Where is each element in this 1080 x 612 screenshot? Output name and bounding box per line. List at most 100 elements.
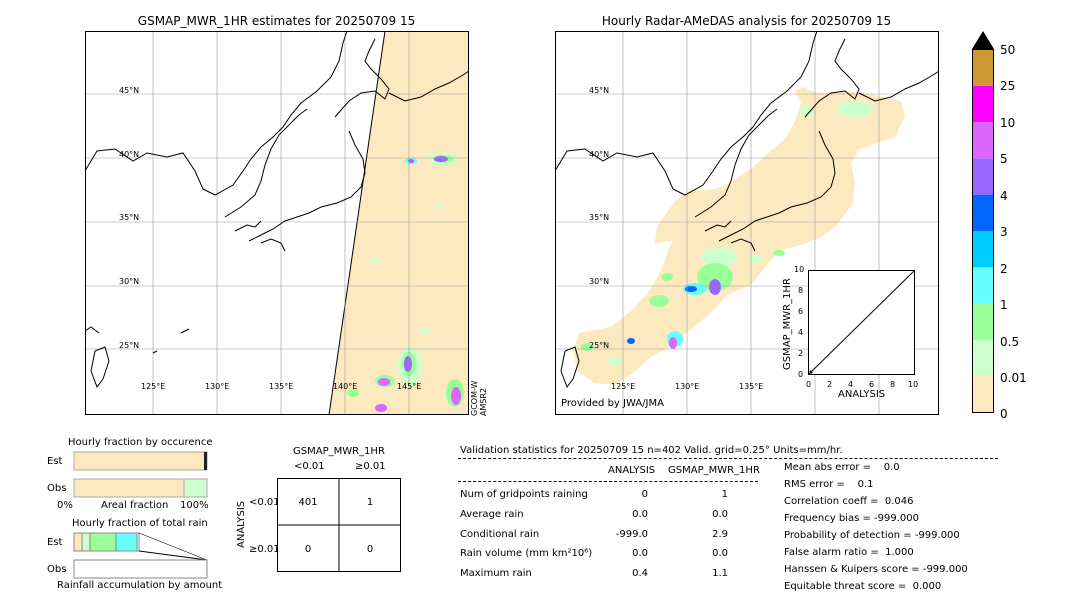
- validation-col-gsmap: GSMAP_MWR_1HR: [668, 465, 760, 476]
- total-rain-footer: Rainfall accumulation by amount: [57, 580, 223, 591]
- validation-col-analysis: ANALYSIS: [608, 465, 656, 476]
- colorbar-segment: [972, 303, 994, 340]
- left-lat-40: 40°N: [119, 150, 140, 159]
- scatter-ytick-10: 10: [794, 265, 805, 274]
- right-lat-40: 40°N: [589, 150, 610, 159]
- colorbar-segment: [972, 376, 994, 413]
- contingency-cell-11: 0: [366, 544, 374, 555]
- validation-row-analysis: -999.0: [615, 529, 648, 540]
- scatter-xtick-6: 6: [869, 380, 875, 389]
- total-rain-est-label: Est: [47, 537, 63, 548]
- right-lat-45: 45°N: [589, 86, 610, 95]
- validation-row-gsmap: 1: [721, 489, 728, 500]
- colorbar-segment: [972, 158, 994, 195]
- colorbar-segment: [972, 122, 994, 159]
- right-lat-30: 30°N: [589, 277, 610, 286]
- validation-title: Validation statistics for 20250709 15 n=…: [460, 445, 843, 456]
- colorbar-segment: [972, 49, 994, 86]
- scatter-xtick-8: 8: [890, 380, 896, 389]
- right-lat-35: 35°N: [589, 213, 610, 222]
- contingency-grid: [277, 478, 401, 572]
- score-hanssen-kuipers: Hanssen & Kuipers score = -999.000: [784, 564, 968, 575]
- colorbar-segment: [972, 85, 994, 123]
- total-rain-title: Hourly fraction of total rain: [72, 518, 208, 529]
- precip-blobs: [347, 153, 464, 412]
- left-lon-135: 135°E: [269, 382, 294, 391]
- contingency-title: GSMAP_MWR_1HR: [293, 446, 385, 457]
- colorbar-segment: [972, 267, 994, 304]
- occurrence-axis-left: 0%: [57, 500, 73, 511]
- contingency-col-lt: <0.01: [294, 461, 325, 472]
- contingency-col-ge: ≥0.01: [355, 461, 386, 472]
- cb-label-2: 2: [1000, 262, 1008, 276]
- contingency-cell-10: 0: [304, 544, 312, 555]
- cb-label-10: 10: [1000, 116, 1016, 130]
- scatter-ylabel: GSMAP_MWR_1HR: [782, 278, 793, 370]
- scatter-ytick-8: 8: [798, 286, 804, 295]
- left-lat-25: 25°N: [119, 341, 140, 350]
- scatter-xtick-4: 4: [848, 380, 854, 389]
- colorbar-segment: [972, 194, 994, 231]
- cb-label-0: 0: [1000, 407, 1008, 421]
- left-map-coastlines: [85, 31, 469, 389]
- validation-row-analysis: 0.4: [632, 568, 648, 579]
- scatter-point: [809, 370, 813, 374]
- right-lat-25: 25°N: [589, 341, 610, 350]
- cb-label-3: 3: [1000, 225, 1008, 239]
- scatter-ytick-6: 6: [798, 307, 804, 316]
- validation-row-label: Num of gridpoints raining: [460, 489, 588, 500]
- cb-label-4: 4: [1000, 189, 1008, 203]
- cb-label-0.5: 0.5: [1000, 335, 1020, 349]
- score-rms-error: RMS error = 0.1: [784, 479, 874, 490]
- contingency-side-label: ANALYSIS: [236, 500, 247, 548]
- scatter-xtick-10: 10: [908, 380, 919, 389]
- radar-credit: Provided by JWA/JMA: [561, 398, 664, 409]
- validation-divider-top: [458, 458, 998, 459]
- score-correlation: Correlation coeff = 0.046: [784, 496, 914, 507]
- radar-coverage: [573, 87, 905, 385]
- left-lat-45: 45°N: [119, 86, 140, 95]
- validation-divider-header: [458, 481, 758, 482]
- occurrence-title: Hourly fraction by occurence: [68, 437, 213, 448]
- left-lon-130: 130°E: [205, 382, 230, 391]
- left-lat-30: 30°N: [119, 277, 140, 286]
- colorbar: [972, 31, 994, 413]
- left-lon-145: 145°E: [397, 382, 422, 391]
- sensor-label: GCOM-W AMSR2: [470, 380, 488, 416]
- right-lon-135: 135°E: [739, 382, 764, 391]
- scatter-ytick-2: 2: [798, 349, 804, 358]
- scatter-ytick-0: 0: [798, 370, 804, 379]
- colorbar-extend-arrow: [972, 31, 994, 49]
- left-lon-140: 140°E: [333, 382, 358, 391]
- score-mean-abs-error: Mean abs error = 0.0: [784, 462, 900, 473]
- right-lon-125: 125°E: [611, 382, 636, 391]
- scatter-xtick-2: 2: [827, 380, 833, 389]
- validation-row-gsmap: 2.9: [712, 529, 728, 540]
- right-map-coastlines: [555, 31, 939, 389]
- cb-label-25: 25: [1000, 79, 1016, 93]
- occurrence-axis-mid: Areal fraction: [101, 500, 169, 511]
- total-rain-obs-label: Obs: [47, 564, 67, 575]
- scatter-xtick-0: 0: [806, 380, 812, 389]
- validation-row-label: Rain volume (mm km²10⁶): [460, 548, 593, 559]
- scatter-inset: [808, 270, 915, 375]
- contingency-row-ge: ≥0.01: [249, 544, 280, 555]
- radar-precip: [581, 101, 873, 365]
- score-frequency-bias: Frequency bias = -999.000: [784, 513, 919, 524]
- one-to-one-line: [808, 270, 915, 375]
- occurrence-est-label: Est: [47, 456, 63, 467]
- validation-row-analysis: 0.0: [632, 548, 648, 559]
- cb-label-1: 1: [1000, 298, 1008, 312]
- cb-label-50: 50: [1000, 43, 1016, 57]
- score-false-alarm-ratio: False alarm ratio = 1.000: [784, 547, 914, 558]
- cb-label-0.01: 0.01: [1000, 371, 1027, 385]
- left-lat-35: 35°N: [119, 213, 140, 222]
- validation-row-analysis: 0.0: [632, 509, 648, 520]
- cb-label-5: 5: [1000, 152, 1008, 166]
- colorbar-segment: [972, 231, 994, 268]
- scatter-xlabel: ANALYSIS: [838, 389, 886, 400]
- right-map-title: Hourly Radar-AMeDAS analysis for 2025070…: [601, 14, 892, 28]
- validation-row-analysis: 0: [641, 489, 648, 500]
- validation-row-gsmap: 1.1: [712, 568, 728, 579]
- left-lon-125: 125°E: [141, 382, 166, 391]
